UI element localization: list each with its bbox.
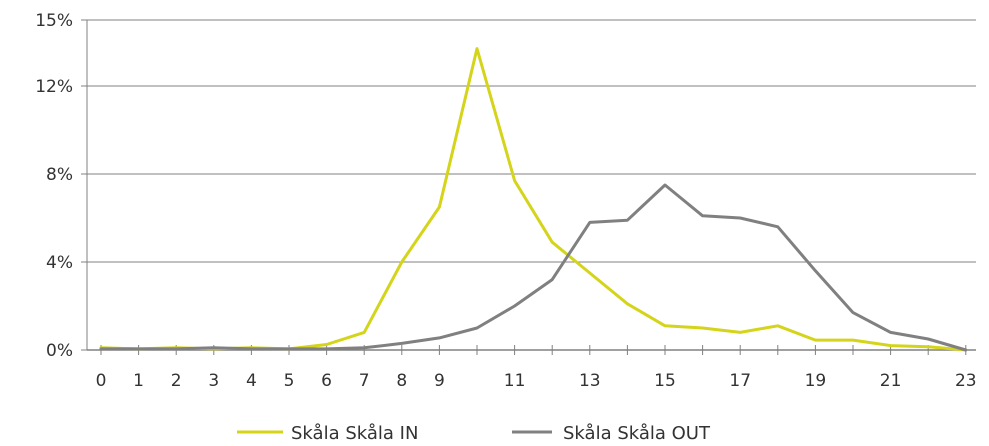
legend-label: Skåla Skåla OUT (563, 423, 711, 444)
axes: 0%4%8%12%15%0 1 2 3 4 5 6 7 8 9 11 13 15 17 19 21 23 (35, 11, 976, 391)
x-tick-label: 3 (208, 371, 219, 391)
x-tick-label: 6 (321, 371, 332, 391)
series-line-out (99, 183, 968, 352)
x-tick-label: 11 (504, 371, 526, 391)
legend: Skåla Skåla IN Skåla Skåla OUT (237, 423, 711, 444)
y-tick-label: 0% (46, 341, 73, 361)
x-tick-label: 8 (396, 371, 407, 391)
y-tick-label: 12% (35, 77, 73, 97)
x-tick-label: 17 (729, 371, 751, 391)
x-tick-label: 0 (96, 371, 107, 391)
x-tick-label: 23 (955, 371, 977, 391)
x-tick-label: 2 (171, 371, 182, 391)
x-tick-label: 7 (359, 371, 370, 391)
x-tick-label: 15 (654, 371, 676, 391)
y-tick-label: 4% (46, 253, 73, 273)
y-tick-label: 15% (35, 11, 73, 31)
x-tick-label: 9 (434, 371, 445, 391)
x-tick-label: 19 (805, 371, 827, 391)
x-tick-label: 1 (133, 371, 144, 391)
series-line-in (99, 47, 968, 352)
x-tick-label: 21 (880, 371, 902, 391)
legend-label: Skåla Skåla IN (291, 423, 418, 444)
x-tick-label: 13 (579, 371, 601, 391)
series-group (99, 47, 968, 352)
x-tick-label: 5 (284, 371, 295, 391)
y-tick-label: 8% (46, 165, 73, 185)
x-tick-label: 4 (246, 371, 257, 391)
